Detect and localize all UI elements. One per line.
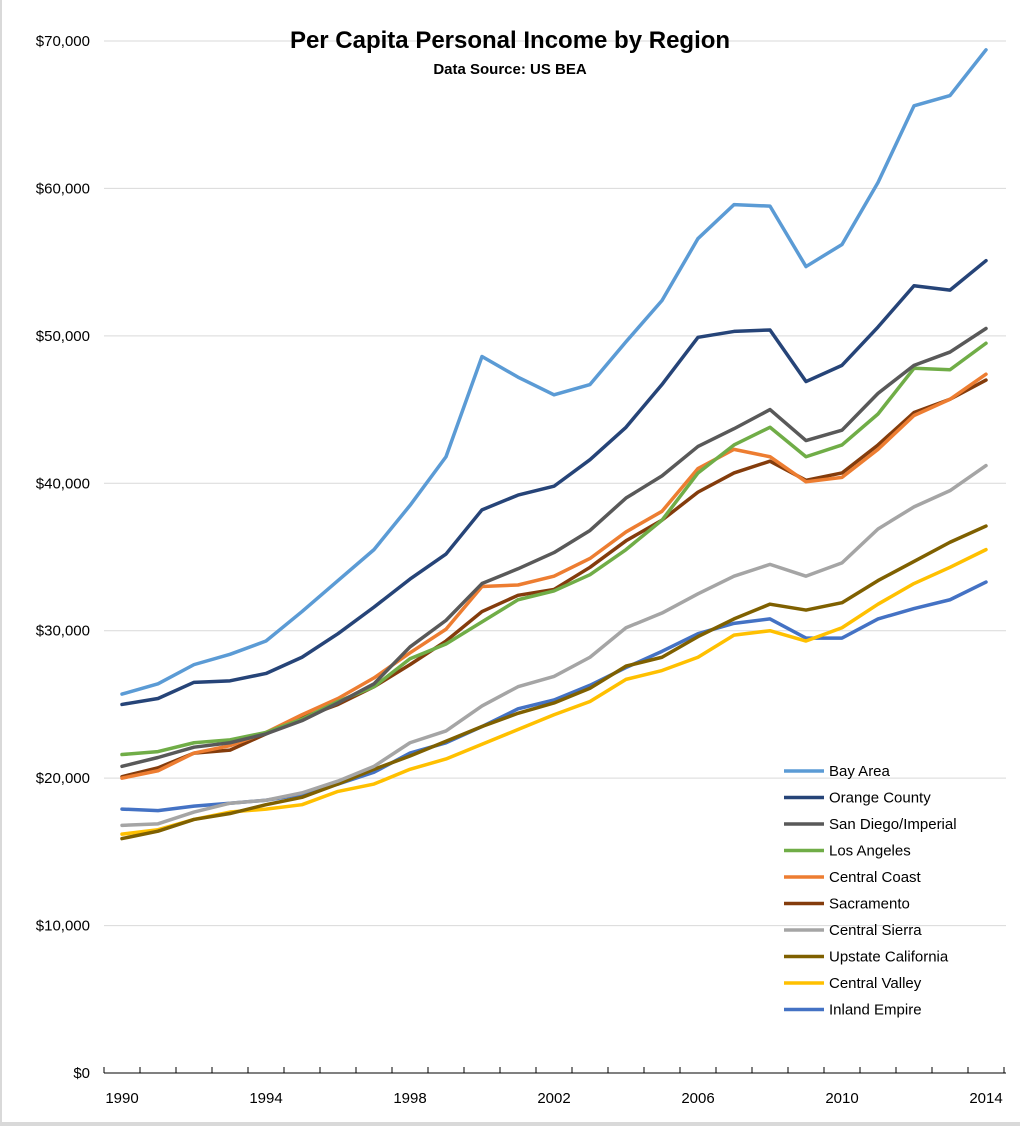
legend-item: Central Valley (784, 975, 922, 992)
x-tick-label: 1994 (249, 1090, 282, 1107)
legend-item: Central Coast (784, 869, 922, 886)
y-tick-label: $0 (73, 1065, 90, 1082)
legend-label: Los Angeles (829, 843, 911, 860)
legend-item: Los Angeles (784, 843, 911, 860)
y-tick-label: $20,000 (36, 770, 90, 787)
series-line-bay-area (120, 48, 988, 696)
y-tick-label: $40,000 (36, 475, 90, 492)
x-tick-label: 1998 (393, 1090, 426, 1107)
legend: Bay Area Orange County San Diego/Imperial L… (784, 763, 957, 1019)
legend-label: Upstate California (829, 949, 949, 966)
y-axis-ticks: $0 $10,000 $20,000 $30,000 $40,000 $50,000 $60… (36, 33, 90, 1082)
series-line-central-valley (120, 547, 988, 836)
x-axis: 1990 1994 1998 2002 2006 2010 2014 (103, 1067, 1006, 1107)
x-tick-label: 1990 (105, 1090, 138, 1107)
legend-label: Sacramento (829, 896, 910, 913)
y-tick-label: $70,000 (36, 33, 90, 50)
legend-item: Inland Empire (784, 1002, 922, 1019)
legend-item: Upstate California (784, 949, 949, 966)
series-line-upstate-california (120, 524, 988, 841)
legend-label: San Diego/Imperial (829, 816, 957, 833)
legend-label: Central Valley (829, 975, 922, 992)
legend-item: Central Sierra (784, 922, 922, 939)
y-tick-label: $50,000 (36, 328, 90, 345)
chart-title: Per Capita Personal Income by Region (290, 27, 730, 54)
gridlines (104, 40, 1006, 927)
series-line-sacramento (120, 378, 988, 779)
x-tick-label: 2002 (537, 1090, 570, 1107)
y-tick-label: $10,000 (36, 918, 90, 935)
series-lines (120, 48, 988, 841)
chart-subtitle: Data Source: US BEA (433, 61, 587, 78)
x-tick-label: 2006 (681, 1090, 714, 1107)
y-tick-label: $30,000 (36, 623, 90, 640)
legend-item: San Diego/Imperial (784, 816, 957, 833)
legend-label: Central Coast (829, 869, 922, 886)
x-tick-label: 2010 (825, 1090, 858, 1107)
series-line-san-diego-imperial (120, 326, 988, 769)
series-line-central-sierra (120, 463, 988, 828)
series-line-orange-county (120, 258, 988, 707)
x-tick-label: 2014 (969, 1090, 1002, 1107)
legend-label: Orange County (829, 790, 931, 807)
y-tick-label: $60,000 (36, 180, 90, 197)
legend-label: Inland Empire (829, 1002, 922, 1019)
legend-item: Sacramento (784, 896, 910, 913)
legend-item: Bay Area (784, 763, 891, 780)
legend-label: Central Sierra (829, 922, 922, 939)
legend-label: Bay Area (829, 763, 891, 780)
legend-item: Orange County (784, 790, 931, 807)
